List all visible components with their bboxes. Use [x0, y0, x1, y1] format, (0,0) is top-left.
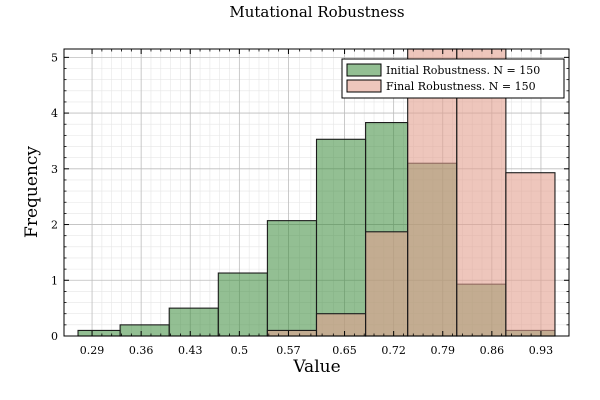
x-tick-label: 0.29 — [80, 344, 105, 357]
legend-label-final: Final Robustness. N = 150 — [386, 80, 536, 93]
bar-initial — [315, 138, 367, 337]
legend: Initial Robustness. N = 150 Final Robust… — [341, 58, 565, 99]
bar-initial — [217, 272, 268, 337]
axis-ticks — [64, 49, 569, 337]
x-tick-label: 0.93 — [529, 344, 554, 357]
x-tick-label: 0.36 — [129, 344, 154, 357]
chart-title: Mutational Robustness — [229, 3, 404, 21]
bar-initial — [119, 324, 170, 337]
bar-final — [315, 313, 367, 337]
y-tick-label: 2 — [51, 219, 58, 232]
bar-initial — [266, 220, 318, 337]
y-tick-label: 0 — [51, 330, 58, 343]
y-tick-labels: 0 1 2 3 4 5 — [51, 51, 58, 343]
bar-final — [505, 172, 556, 337]
x-tick-label: 0.57 — [276, 344, 301, 357]
x-tick-label: 0.72 — [381, 344, 406, 357]
x-tick-labels: 0.29 0.36 0.43 0.5 0.57 0.65 0.72 0.79 0.86 0.93 — [80, 344, 553, 357]
x-tick-label: 0.86 — [480, 344, 505, 357]
x-tick-label: 0.43 — [178, 344, 203, 357]
y-axis-label: Frequency — [22, 146, 42, 238]
x-tick-label: 0.79 — [431, 344, 456, 357]
x-tick-label: 0.65 — [332, 344, 357, 357]
bars — [77, 48, 556, 337]
bar-final — [266, 329, 318, 337]
y-tick-label: 5 — [51, 51, 58, 64]
bar-initial — [77, 329, 121, 337]
x-axis-label: Value — [292, 357, 340, 377]
bar-final — [365, 231, 409, 337]
plot-frame — [63, 48, 570, 337]
legend-swatch-initial — [346, 63, 382, 77]
legend-swatch-final — [346, 79, 382, 93]
bar-initial — [168, 307, 219, 337]
y-tick-label: 1 — [51, 274, 58, 287]
legend-label-initial: Initial Robustness. N = 150 — [386, 64, 540, 77]
x-tick-label: 0.5 — [231, 344, 249, 357]
y-tick-label: 3 — [51, 163, 58, 176]
y-tick-label: 4 — [51, 107, 58, 120]
